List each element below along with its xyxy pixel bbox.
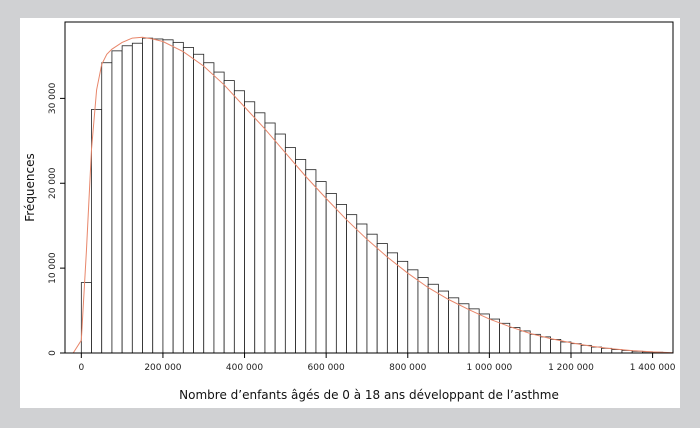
x-tick-label: 1 200 000 xyxy=(548,363,594,373)
histogram-chart: 0 200 000 400 000 600 000 800 000 1 000 000 1 … xyxy=(23,21,676,402)
histogram-bar xyxy=(448,297,460,354)
histogram-bar xyxy=(519,330,531,354)
histogram-bar xyxy=(182,47,194,354)
histogram-bar xyxy=(580,344,592,354)
y-axis-title: Fréquences xyxy=(23,153,37,222)
histogram-bar xyxy=(325,193,337,354)
histogram-bar xyxy=(611,349,623,354)
histogram-bar xyxy=(427,283,439,354)
histogram-bar xyxy=(346,214,358,354)
histogram-bar xyxy=(233,90,245,354)
histogram-bar xyxy=(111,50,123,354)
y-tick-label: 30 000 xyxy=(48,82,58,114)
x-tick-label: 800 000 xyxy=(389,363,426,373)
y-tick-label: 0 xyxy=(48,350,58,356)
histogram-bar xyxy=(560,341,572,354)
y-tick-label: 10 000 xyxy=(48,252,58,284)
histogram-bars xyxy=(80,37,664,354)
histogram-bar xyxy=(121,45,133,354)
x-tick-label: 600 000 xyxy=(308,363,345,373)
x-tick-label: 1 400 000 xyxy=(630,363,676,373)
histogram-bar xyxy=(101,62,113,354)
histogram-bar xyxy=(244,101,256,354)
histogram-bar xyxy=(254,112,266,354)
histogram-bar xyxy=(376,243,388,354)
histogram-bar xyxy=(499,322,511,354)
histogram-bar xyxy=(407,269,419,354)
histogram-bar xyxy=(468,308,480,354)
histogram-bar xyxy=(356,223,368,354)
histogram-bar xyxy=(264,122,276,354)
x-tick-label: 0 xyxy=(78,363,84,373)
histogram-bar xyxy=(590,346,602,354)
x-axis-title: Nombre d’enfants âgés de 0 à 18 ans déve… xyxy=(179,388,559,402)
histogram-bar xyxy=(162,39,174,354)
histogram-bar xyxy=(295,159,307,354)
histogram-bar xyxy=(152,38,164,354)
histogram-bar xyxy=(488,318,500,354)
x-axis: 0 200 000 400 000 600 000 800 000 1 000 000 1 … xyxy=(78,353,676,373)
histogram-bar xyxy=(223,80,235,354)
density-curve xyxy=(72,36,674,354)
x-tick-label: 400 000 xyxy=(226,363,263,373)
chart-panel: 0 200 000 400 000 600 000 800 000 1 000 000 1 … xyxy=(20,18,680,408)
histogram-bar xyxy=(386,252,398,354)
histogram-bar xyxy=(529,333,541,354)
histogram-bar xyxy=(142,37,154,354)
histogram-bar xyxy=(131,42,143,354)
histogram-bar xyxy=(458,303,470,354)
histogram-bar xyxy=(366,233,378,354)
plot-area-border xyxy=(64,21,674,354)
histogram-bar xyxy=(437,290,449,354)
histogram-bar xyxy=(172,41,184,354)
histogram-bar xyxy=(397,260,409,354)
histogram-bar xyxy=(91,109,103,354)
histogram-bar xyxy=(417,277,429,354)
y-tick-label: 20 000 xyxy=(48,167,58,199)
x-tick-label: 200 000 xyxy=(144,363,181,373)
histogram-bar xyxy=(570,343,582,354)
histogram-bar xyxy=(478,313,490,354)
histogram-bar xyxy=(213,71,225,354)
histogram-bar xyxy=(315,181,327,354)
histogram-bar xyxy=(203,62,215,354)
histogram-bar xyxy=(305,169,317,354)
histogram-bar xyxy=(509,327,521,354)
x-tick-label: 1 000 000 xyxy=(466,363,512,373)
histogram-bar xyxy=(193,53,205,354)
histogram-bar xyxy=(335,204,347,354)
histogram-bar xyxy=(539,336,551,354)
histogram-bar xyxy=(284,147,296,354)
y-axis: 0 10 000 20 000 30 000 xyxy=(48,82,65,356)
histogram-bar xyxy=(274,133,286,354)
histogram-bar xyxy=(550,339,562,354)
